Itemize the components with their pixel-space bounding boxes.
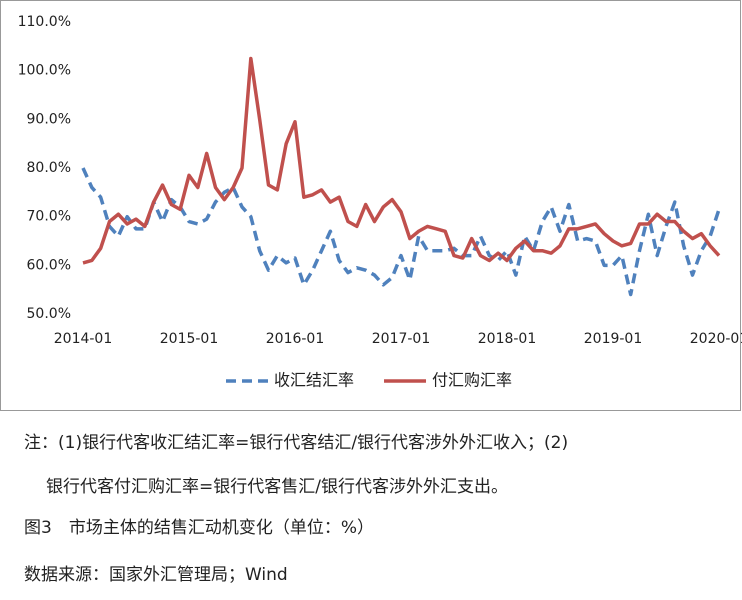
legend-label: 收汇结汇率 <box>274 371 354 390</box>
x-tick-label: 2019-01 <box>584 331 643 347</box>
figure-caption: 图3 市场主体的结售汇动机变化（单位：%） <box>24 518 374 538</box>
series-line <box>81 167 721 297</box>
chart: 50.0% 60.0% 70.0% 80.0% 90.0% 100.0% 110.0% 201… <box>0 0 742 411</box>
series-line <box>82 56 721 265</box>
y-tick-label: 70.0% <box>27 209 71 225</box>
x-tick-label: 2015-01 <box>160 331 219 347</box>
y-tick-label: 80.0% <box>27 160 71 176</box>
note: 注：(1)银行代客收汇结汇率=银行代客结汇/银行代客涉外外汇收入；(2) <box>24 433 569 453</box>
y-tick-label: 100.0% <box>18 63 71 79</box>
y-tick-label: 90.0% <box>27 111 71 127</box>
x-tick-label: 2014-01 <box>54 331 113 347</box>
y-tick-label: 110.0% <box>18 14 71 30</box>
x-tick-label: 2017-01 <box>372 331 431 347</box>
x-tick-label: 2016-01 <box>266 331 325 347</box>
x-tick-label: 2018-01 <box>478 331 537 347</box>
legend-label: 付汇购汇率 <box>432 371 512 390</box>
y-tick-label: 60.0% <box>27 257 71 273</box>
y-tick-label: 50.0% <box>27 306 71 322</box>
source: 数据来源：国家外汇管理局；Wind <box>24 565 288 585</box>
note: 银行代客付汇购汇率=银行代客售汇/银行代客涉外外汇支出。 <box>46 477 508 497</box>
chart-border <box>0 0 741 411</box>
x-tick-label: 2020-01 <box>690 331 742 347</box>
